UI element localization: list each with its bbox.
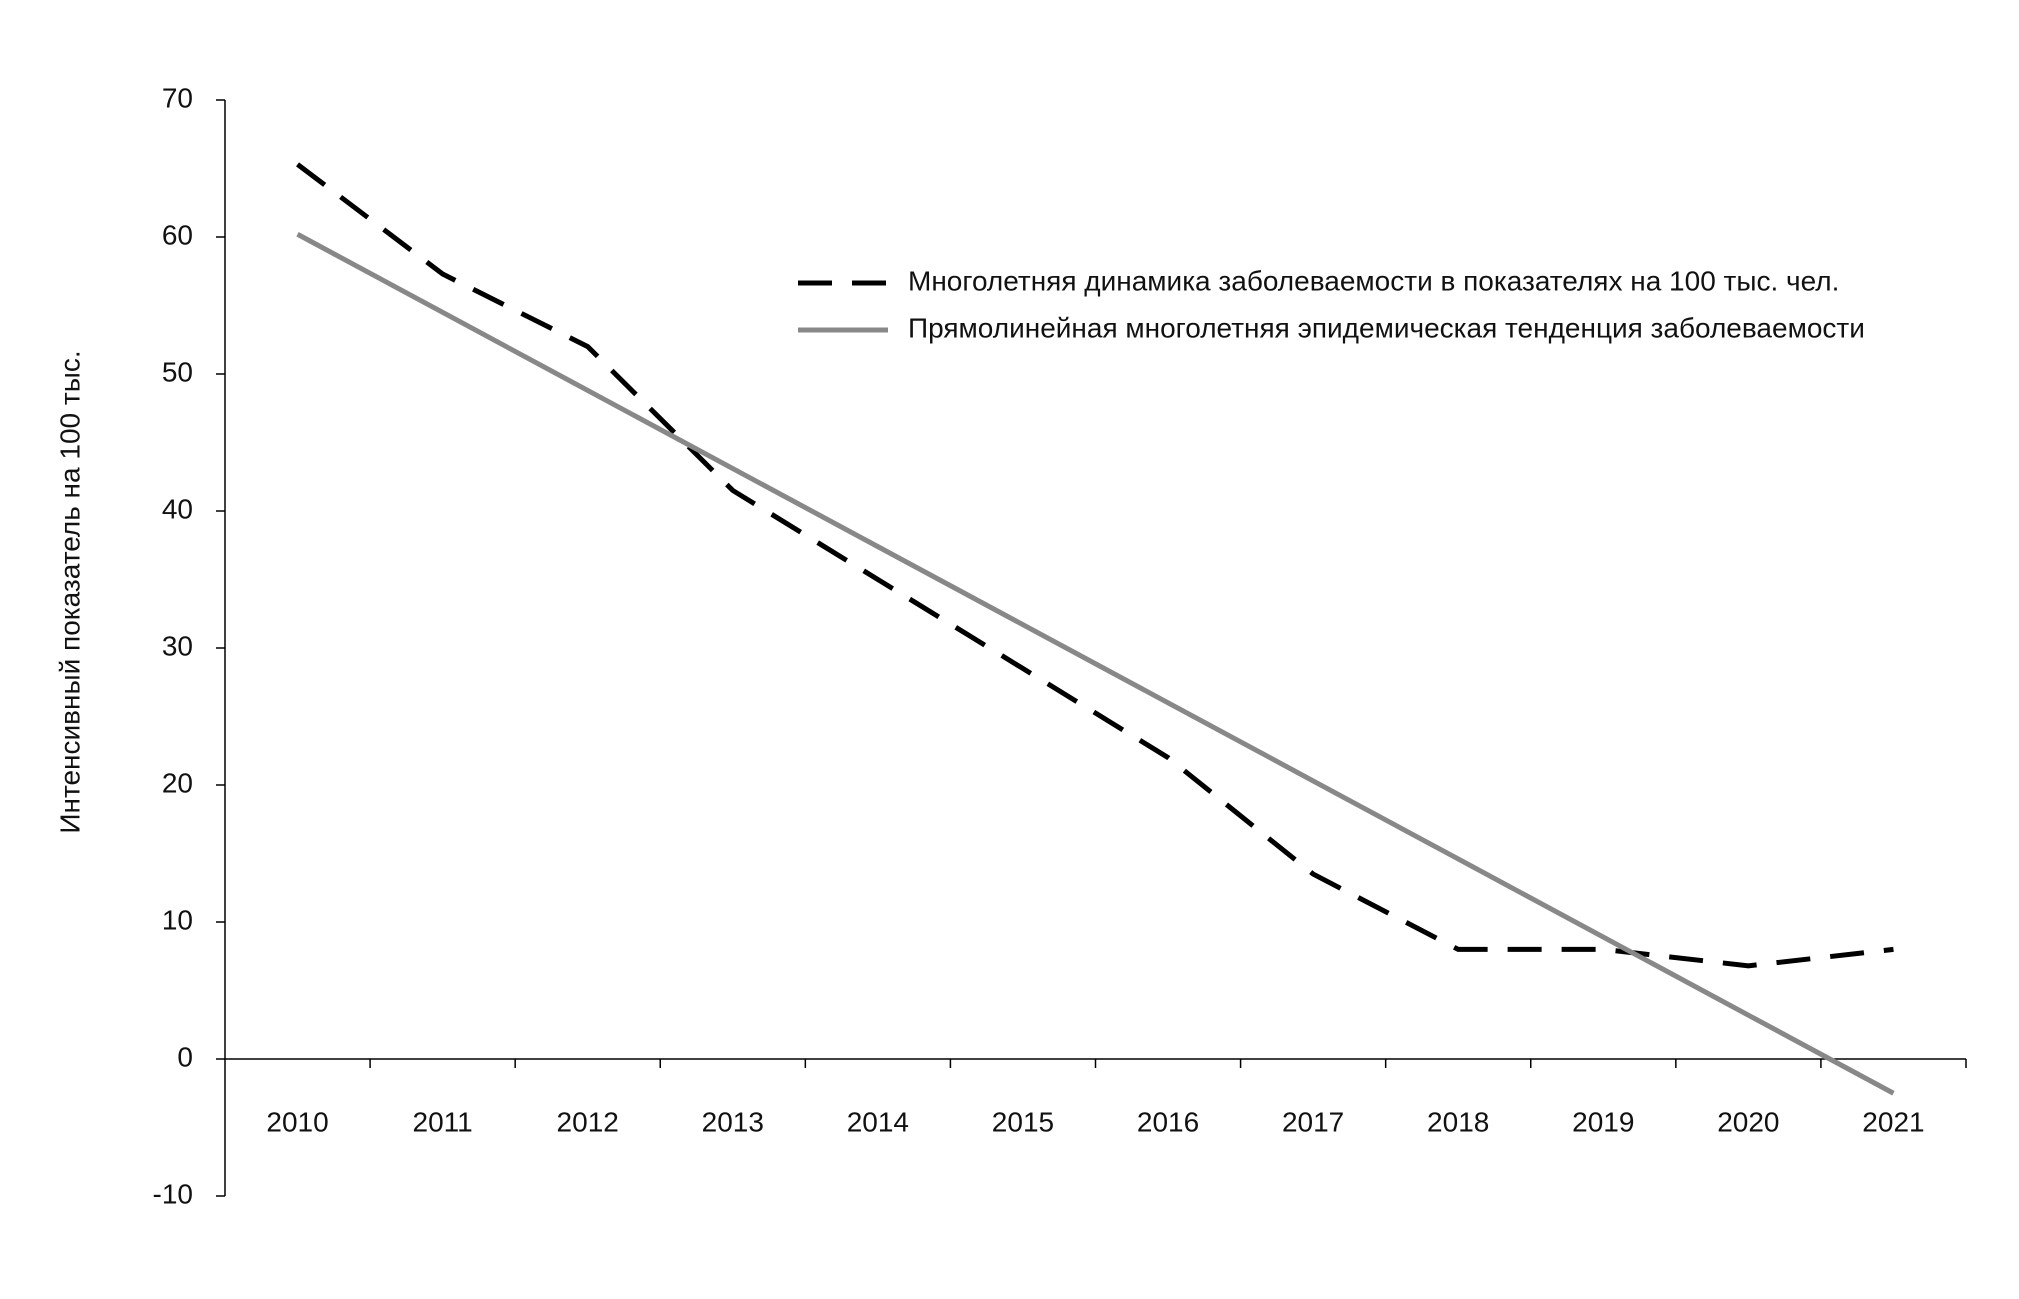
x-tick-label: 2016 xyxy=(1137,1106,1199,1137)
x-tick-label: 2020 xyxy=(1717,1106,1779,1137)
x-tick-label: 2012 xyxy=(557,1106,619,1137)
y-tick-label: 40 xyxy=(162,493,193,524)
y-tick-label: 0 xyxy=(177,1041,193,1072)
x-tick-label: 2018 xyxy=(1427,1106,1489,1137)
x-tick-label: 2017 xyxy=(1282,1106,1344,1137)
y-tick-label: 60 xyxy=(162,219,193,250)
x-tick-label: 2021 xyxy=(1862,1106,1924,1137)
x-tick-label: 2011 xyxy=(413,1106,473,1137)
x-tick-label: 2010 xyxy=(266,1106,328,1137)
x-tick-label: 2014 xyxy=(847,1106,909,1137)
x-tick-label: 2015 xyxy=(992,1106,1054,1137)
y-tick-label: 30 xyxy=(162,630,193,661)
legend-label: Многолетняя динамика заболеваемости в по… xyxy=(908,265,1839,296)
y-tick-label: 10 xyxy=(162,904,193,935)
x-tick-label: 2013 xyxy=(702,1106,764,1137)
y-tick-label: 20 xyxy=(162,767,193,798)
y-tick-label: -10 xyxy=(153,1178,193,1209)
y-tick-label: 50 xyxy=(162,356,193,387)
x-tick-label: 2019 xyxy=(1572,1106,1634,1137)
y-axis-label: Интенсивный показатель на 100 тыс. xyxy=(54,350,85,833)
legend-label: Прямолинейная многолетняя эпидемическая … xyxy=(908,312,1865,343)
series-line xyxy=(296,232,1895,1096)
y-tick-label: 70 xyxy=(162,82,193,113)
